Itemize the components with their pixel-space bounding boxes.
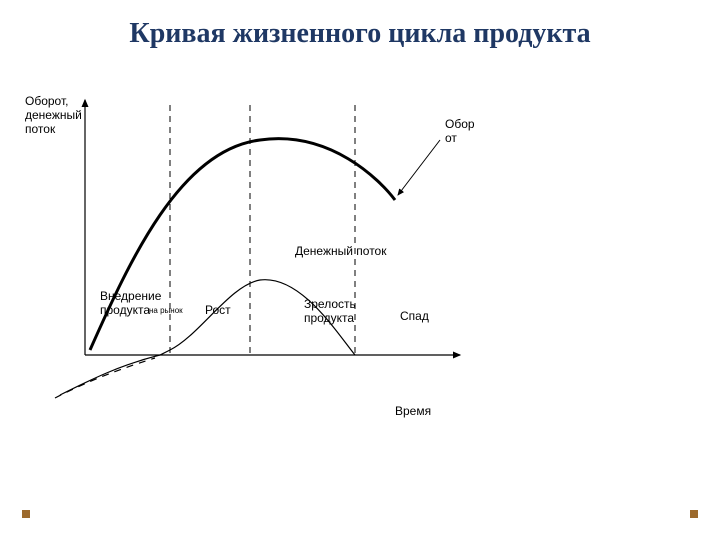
label-stage4: Спад [400,310,429,324]
label-stage3: Зрелость продукта [304,298,356,326]
cashflow-tail [55,358,155,398]
label-stage2: Рост [205,304,231,318]
label-y_axis: Оборот, денежный поток [25,95,82,136]
label-stage1b: продукта [100,304,150,318]
label-stage1a: Внедрение [100,290,161,304]
label-stage1c: на рынок [149,306,183,315]
label-revenue: Обор от [445,118,475,146]
lifecycle-chart [0,0,720,540]
label-cashflow: Денежный поток [295,245,386,259]
corner-bullet-1 [22,510,30,518]
revenue-pointer [398,140,440,195]
corner-bullet-2 [690,510,698,518]
label-x_axis: Время [395,405,431,419]
